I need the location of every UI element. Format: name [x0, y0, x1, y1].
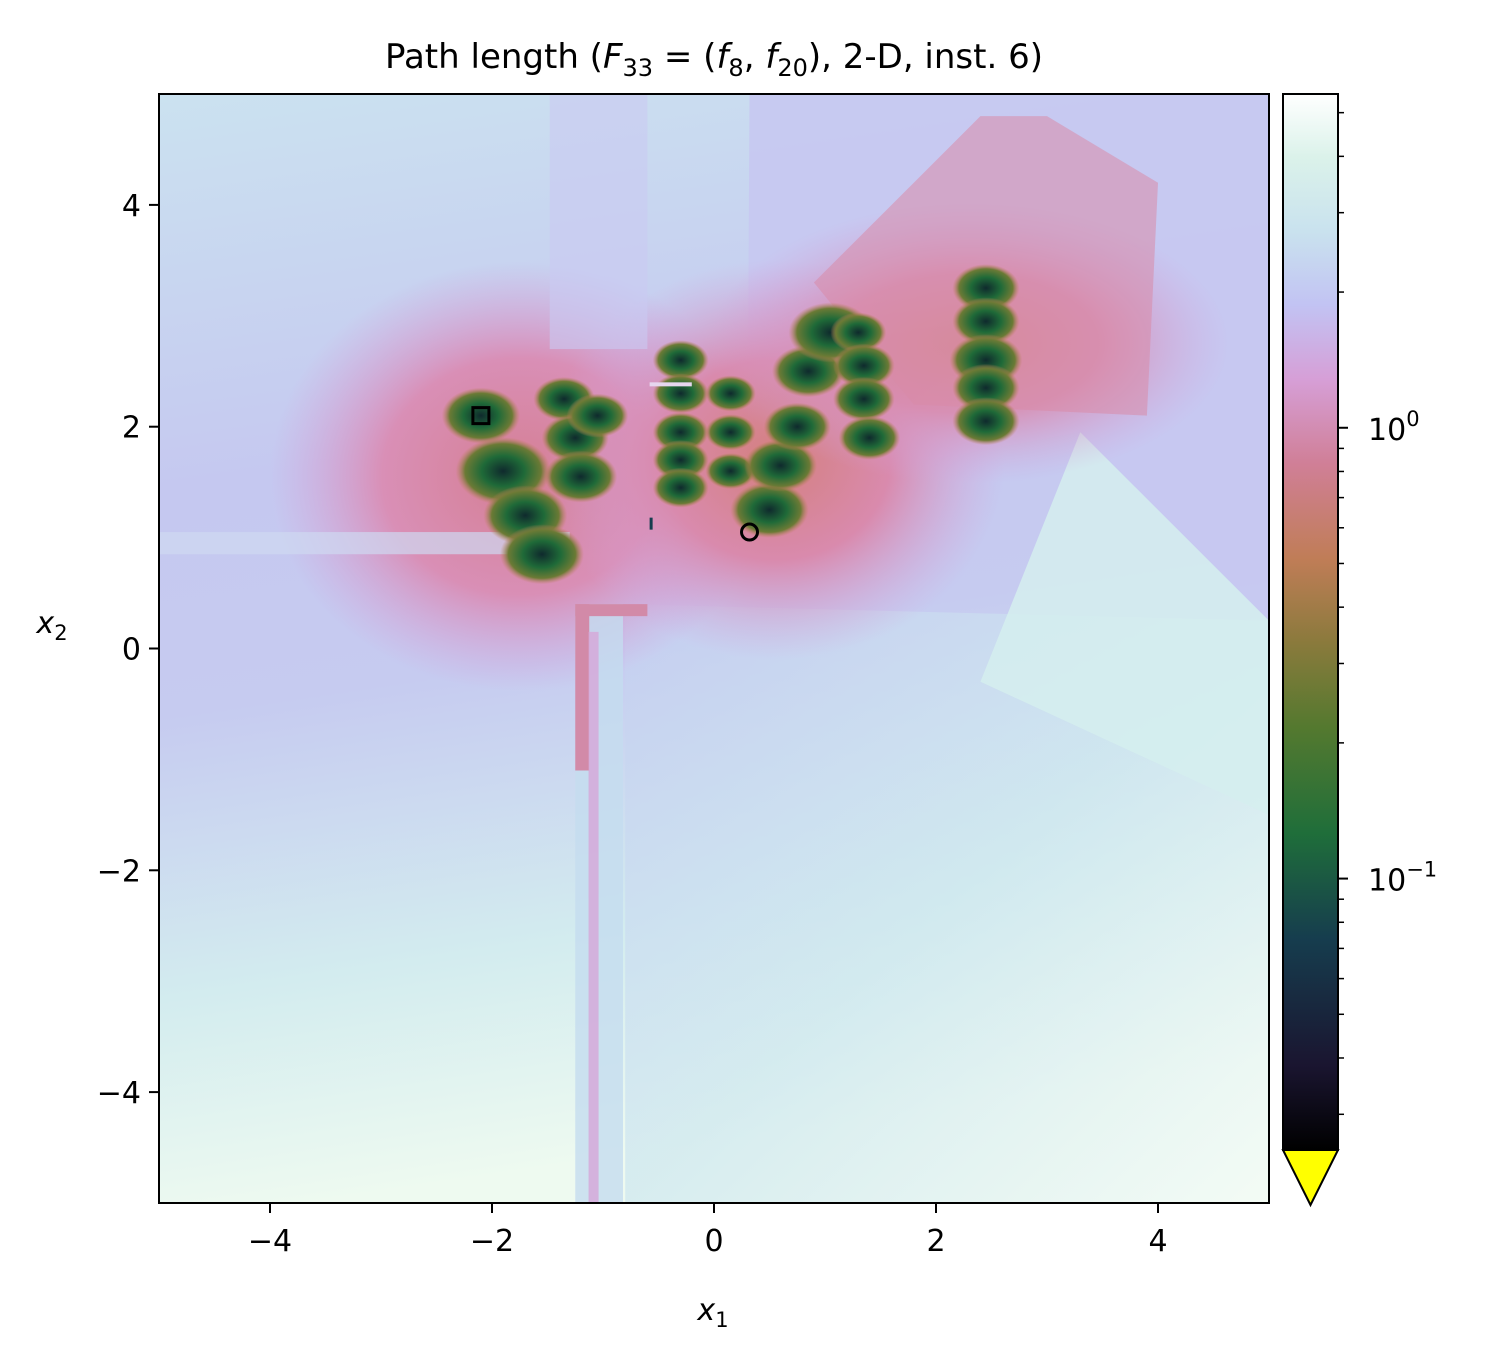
colorbar-gradient — [1283, 94, 1338, 1150]
valley-spot — [952, 297, 1020, 346]
valley-spot — [830, 312, 887, 353]
field-right-wedge — [980, 432, 1269, 815]
y-tick-label: −4 — [97, 1076, 141, 1111]
colorbar: 100 10−1 — [1281, 93, 1437, 1208]
y-axis-ticks: 4 2 0 −2 −4 — [97, 189, 159, 1111]
marker-circle — [740, 522, 760, 542]
x-tick-label: 4 — [1148, 1224, 1167, 1259]
valley-spot — [652, 340, 709, 381]
field-lower-right — [625, 604, 1269, 1203]
valley-spot — [652, 439, 709, 480]
x-tick-label: −2 — [470, 1224, 514, 1259]
valley-spot — [833, 376, 895, 421]
y-tick-label: 2 — [122, 411, 141, 446]
valley-spot — [838, 415, 901, 460]
x-tick-label: 0 — [704, 1224, 723, 1259]
y-tick-label: 0 — [122, 633, 141, 668]
valley-spot — [744, 439, 817, 492]
valley-spot — [952, 264, 1020, 313]
valley-spot — [952, 397, 1020, 446]
valley-spot — [652, 373, 709, 414]
valley-tick — [649, 517, 653, 530]
colorbar-extend-min — [1281, 1149, 1340, 1208]
field-seam — [649, 382, 692, 387]
valley-spot — [763, 402, 831, 451]
valley-spot — [499, 524, 584, 585]
x-axis-ticks: −4 −2 0 2 4 — [248, 1203, 1168, 1259]
valley-spot — [833, 343, 895, 388]
valley-spot — [705, 375, 756, 412]
y-tick-label: −2 — [97, 854, 141, 889]
valley-spot — [544, 450, 618, 503]
colorbar-tick-label: 10−1 — [1368, 858, 1437, 899]
x-tick-label: 2 — [926, 1224, 945, 1259]
colorbar-ticks: 100 10−1 — [1338, 111, 1437, 1116]
y-axis-label: x2 — [35, 606, 67, 645]
colorbar-tick-label: 100 — [1368, 407, 1420, 448]
heatmap-plot-area — [159, 94, 1269, 1203]
heatmap-field — [159, 94, 1269, 1203]
field-strip-top — [575, 604, 648, 617]
field-strip-edge — [575, 604, 590, 771]
colorbar-frame — [1282, 93, 1339, 1151]
field-strip-inner — [588, 631, 599, 1203]
x-tick-label: −4 — [248, 1224, 292, 1259]
valley-spot — [566, 393, 629, 438]
chart-title: Path length (F33 = (f8, f20), 2-D, inst.… — [385, 37, 1043, 82]
field-left-band — [159, 532, 570, 555]
x-axis-label: x1 — [696, 1293, 728, 1332]
valley-spot — [952, 363, 1020, 412]
valley-spot — [652, 467, 709, 508]
y-tick-label: 4 — [122, 189, 141, 224]
valley-spot — [652, 412, 709, 453]
markers — [471, 406, 760, 542]
valley-spot — [705, 414, 756, 451]
field-top-strip — [549, 94, 648, 350]
valley-spot — [441, 387, 521, 444]
valley-spot — [705, 453, 756, 490]
marker-square — [471, 406, 491, 426]
